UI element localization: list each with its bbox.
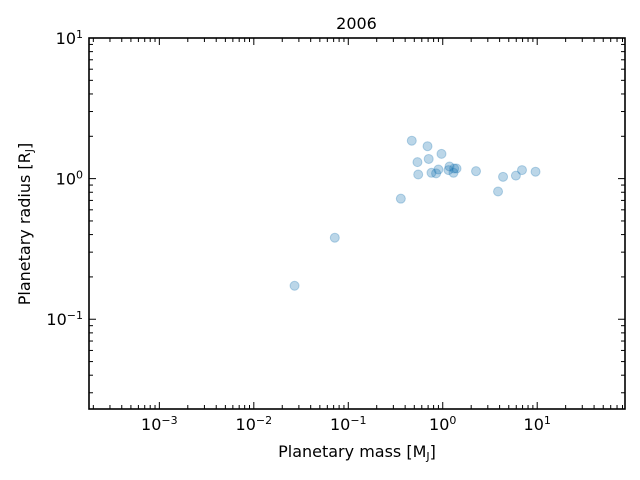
data-point xyxy=(426,167,437,178)
x-tick-label: 100 xyxy=(429,414,456,435)
y-tick-label: 101 xyxy=(56,28,83,49)
data-point xyxy=(289,280,300,291)
x-tick-label: 10−3 xyxy=(141,414,178,435)
data-point xyxy=(510,170,521,181)
data-point xyxy=(530,166,541,177)
x-axis-label: Planetary mass [MJ] xyxy=(278,442,436,463)
chart-title: 2006 xyxy=(336,14,377,33)
data-point xyxy=(413,169,424,180)
data-point xyxy=(449,163,460,174)
data-point xyxy=(436,148,447,159)
x-tick-label: 101 xyxy=(524,414,551,435)
data-point xyxy=(406,135,417,146)
data-point xyxy=(395,193,406,204)
x-tick-label: 10−2 xyxy=(236,414,273,435)
y-axis-label: Planetary radius [RJ] xyxy=(15,143,36,306)
data-point xyxy=(444,161,455,172)
data-point xyxy=(443,165,454,176)
data-point xyxy=(412,157,423,168)
y-tick-label: 100 xyxy=(56,168,83,189)
data-point xyxy=(329,232,340,243)
plot-frame xyxy=(88,37,626,410)
y-axis: 10−1 100 101 xyxy=(46,28,625,394)
data-point xyxy=(498,171,509,182)
y-tick-label: 10−1 xyxy=(46,309,83,330)
data-point xyxy=(516,165,527,176)
data-point xyxy=(493,186,504,197)
data-point xyxy=(433,164,444,175)
data-point xyxy=(451,163,462,174)
x-tick-label: 10−1 xyxy=(330,414,367,435)
points-layer xyxy=(289,135,541,291)
data-point xyxy=(423,153,434,164)
data-point xyxy=(471,166,482,177)
data-point xyxy=(431,168,442,179)
data-point xyxy=(448,167,459,178)
data-point xyxy=(422,141,433,152)
